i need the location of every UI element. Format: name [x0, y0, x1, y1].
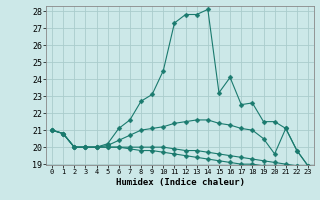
X-axis label: Humidex (Indice chaleur): Humidex (Indice chaleur) [116, 178, 244, 187]
